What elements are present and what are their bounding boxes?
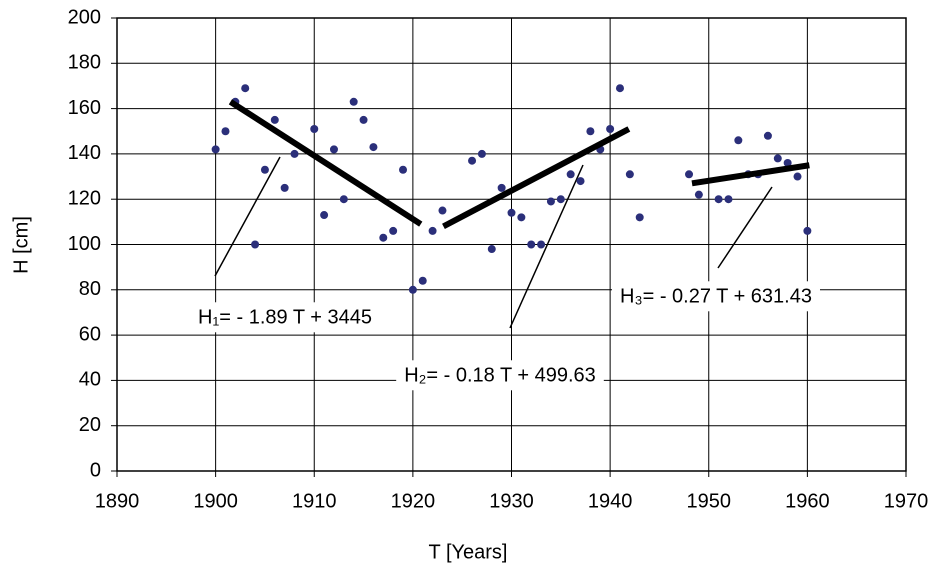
y-tick-label: 80 — [79, 278, 101, 300]
data-point — [428, 226, 437, 235]
data-point — [556, 195, 565, 204]
data-point — [389, 226, 398, 235]
annotation: H₂= - 0.18 T + 499.63 — [404, 364, 596, 386]
data-point — [477, 149, 486, 158]
data-point — [241, 84, 250, 93]
annotation-pointers — [214, 156, 773, 329]
y-tick-label: 100 — [68, 233, 101, 255]
data-point — [438, 206, 447, 215]
data-point — [793, 172, 802, 181]
data-point — [517, 213, 526, 222]
data-point — [714, 195, 723, 204]
data-point — [487, 245, 496, 254]
y-tick-label: 20 — [79, 414, 101, 436]
data-point — [329, 145, 338, 154]
data-point — [724, 195, 733, 204]
data-point — [497, 183, 506, 192]
data-point — [408, 285, 417, 294]
data-point — [773, 154, 782, 163]
data-point — [537, 240, 546, 249]
data-point — [349, 97, 358, 106]
data-point — [527, 240, 536, 249]
annotation-bg — [190, 302, 380, 333]
data-point — [310, 124, 319, 133]
data-point — [625, 170, 634, 179]
data-point — [734, 136, 743, 145]
annotation-bg — [396, 360, 604, 391]
x-tick-label: 1920 — [391, 490, 436, 512]
data-point — [260, 165, 269, 174]
x-tick-label: 1890 — [95, 490, 140, 512]
data-point — [270, 115, 279, 124]
pointer-line — [509, 164, 584, 329]
y-tick-label: 180 — [68, 52, 101, 74]
x-tick-label: 1900 — [193, 490, 238, 512]
data-point — [606, 124, 615, 133]
x-tick-label: 1910 — [292, 490, 337, 512]
annotation: H₁= - 1.89 T + 3445 — [198, 306, 372, 328]
y-tick-label: 0 — [90, 459, 101, 481]
data-point — [221, 127, 230, 136]
data-point — [369, 143, 378, 152]
data-point — [507, 208, 516, 217]
x-axis-title: T [Years] — [429, 541, 508, 563]
data-point — [783, 158, 792, 167]
data-point — [320, 211, 329, 220]
trend-line — [228, 99, 423, 227]
x-tick-label: 1950 — [687, 490, 732, 512]
data-point — [280, 183, 289, 192]
data-point — [468, 156, 477, 165]
data-point — [685, 170, 694, 179]
y-tick-label: 140 — [68, 142, 101, 164]
data-point — [763, 131, 772, 140]
data-point — [211, 145, 220, 154]
data-point — [586, 127, 595, 136]
x-tick-label: 1970 — [884, 490, 929, 512]
data-point — [290, 149, 299, 158]
trend-line — [691, 162, 810, 187]
data-point — [694, 190, 703, 199]
plot-frame — [116, 17, 907, 472]
trend-line — [442, 126, 631, 230]
data-point — [399, 165, 408, 174]
data-point — [359, 115, 368, 124]
data-point — [576, 177, 585, 186]
y-tick-label: 160 — [68, 97, 101, 119]
data-point — [615, 84, 624, 93]
data-point — [379, 233, 388, 242]
x-tick-label: 1940 — [588, 490, 633, 512]
y-tick-label: 120 — [68, 187, 101, 209]
pointer-line — [717, 186, 773, 269]
data-point — [418, 276, 427, 285]
data-point — [546, 197, 555, 206]
pointer-line — [214, 156, 281, 277]
annotation: H₃= - 0.27 T + 631.43 — [620, 285, 812, 307]
x-tick-label: 1960 — [785, 490, 830, 512]
data-point — [635, 213, 644, 222]
annotation-bg — [612, 281, 820, 312]
data-point — [803, 226, 812, 235]
data-point — [251, 240, 260, 249]
data-point — [566, 170, 575, 179]
y-tick-label: 40 — [79, 369, 101, 391]
y-tick-label: 200 — [68, 6, 101, 28]
data-point — [339, 195, 348, 204]
x-tick-label: 1930 — [489, 490, 534, 512]
y-tick-label: 60 — [79, 323, 101, 345]
y-axis-title: H [cm] — [10, 216, 32, 274]
